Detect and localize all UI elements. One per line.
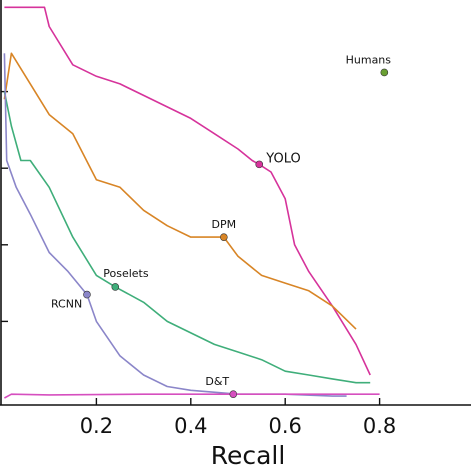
x-tick-label: 0.4 [174, 414, 207, 438]
axis-ticks [1, 90, 381, 405]
label-humans: Humans [346, 53, 392, 66]
label-d-t: D&T [205, 375, 229, 388]
series-line-dpm [3, 52, 357, 330]
label-poselets: Poselets [103, 267, 149, 280]
marker-group [83, 68, 389, 398]
marker-humans [380, 68, 389, 77]
x-tick-label: 0.6 [268, 414, 301, 438]
plot-frame [1, 0, 471, 405]
x-tick-label: 0.2 [80, 414, 113, 438]
marker-d-t [229, 390, 238, 398]
label-rcnn: RCNN [51, 298, 82, 311]
label-yolo: YOLO [265, 151, 300, 166]
marker-poselets [111, 283, 120, 291]
series-line-yolo [4, 6, 371, 376]
marker-rcnn [83, 290, 91, 299]
label-dpm: DPM [212, 218, 237, 231]
point-label-group: YOLO DPM Poselets RCNN D&T Humans [51, 53, 391, 388]
x-tick-label: 0.8 [363, 414, 396, 438]
series-line-d-t [4, 393, 380, 399]
x-tick-labels: 0.2 0.4 0.6 0.8 [80, 414, 397, 438]
plot-area: YOLO DPM Poselets RCNN D&T Humans [0, 0, 471, 406]
series-line-poselets [3, 91, 371, 384]
marker-dpm [220, 233, 228, 241]
x-axis-title: Recall [211, 441, 286, 470]
marker-yolo [255, 160, 264, 169]
series-group [3, 6, 380, 399]
